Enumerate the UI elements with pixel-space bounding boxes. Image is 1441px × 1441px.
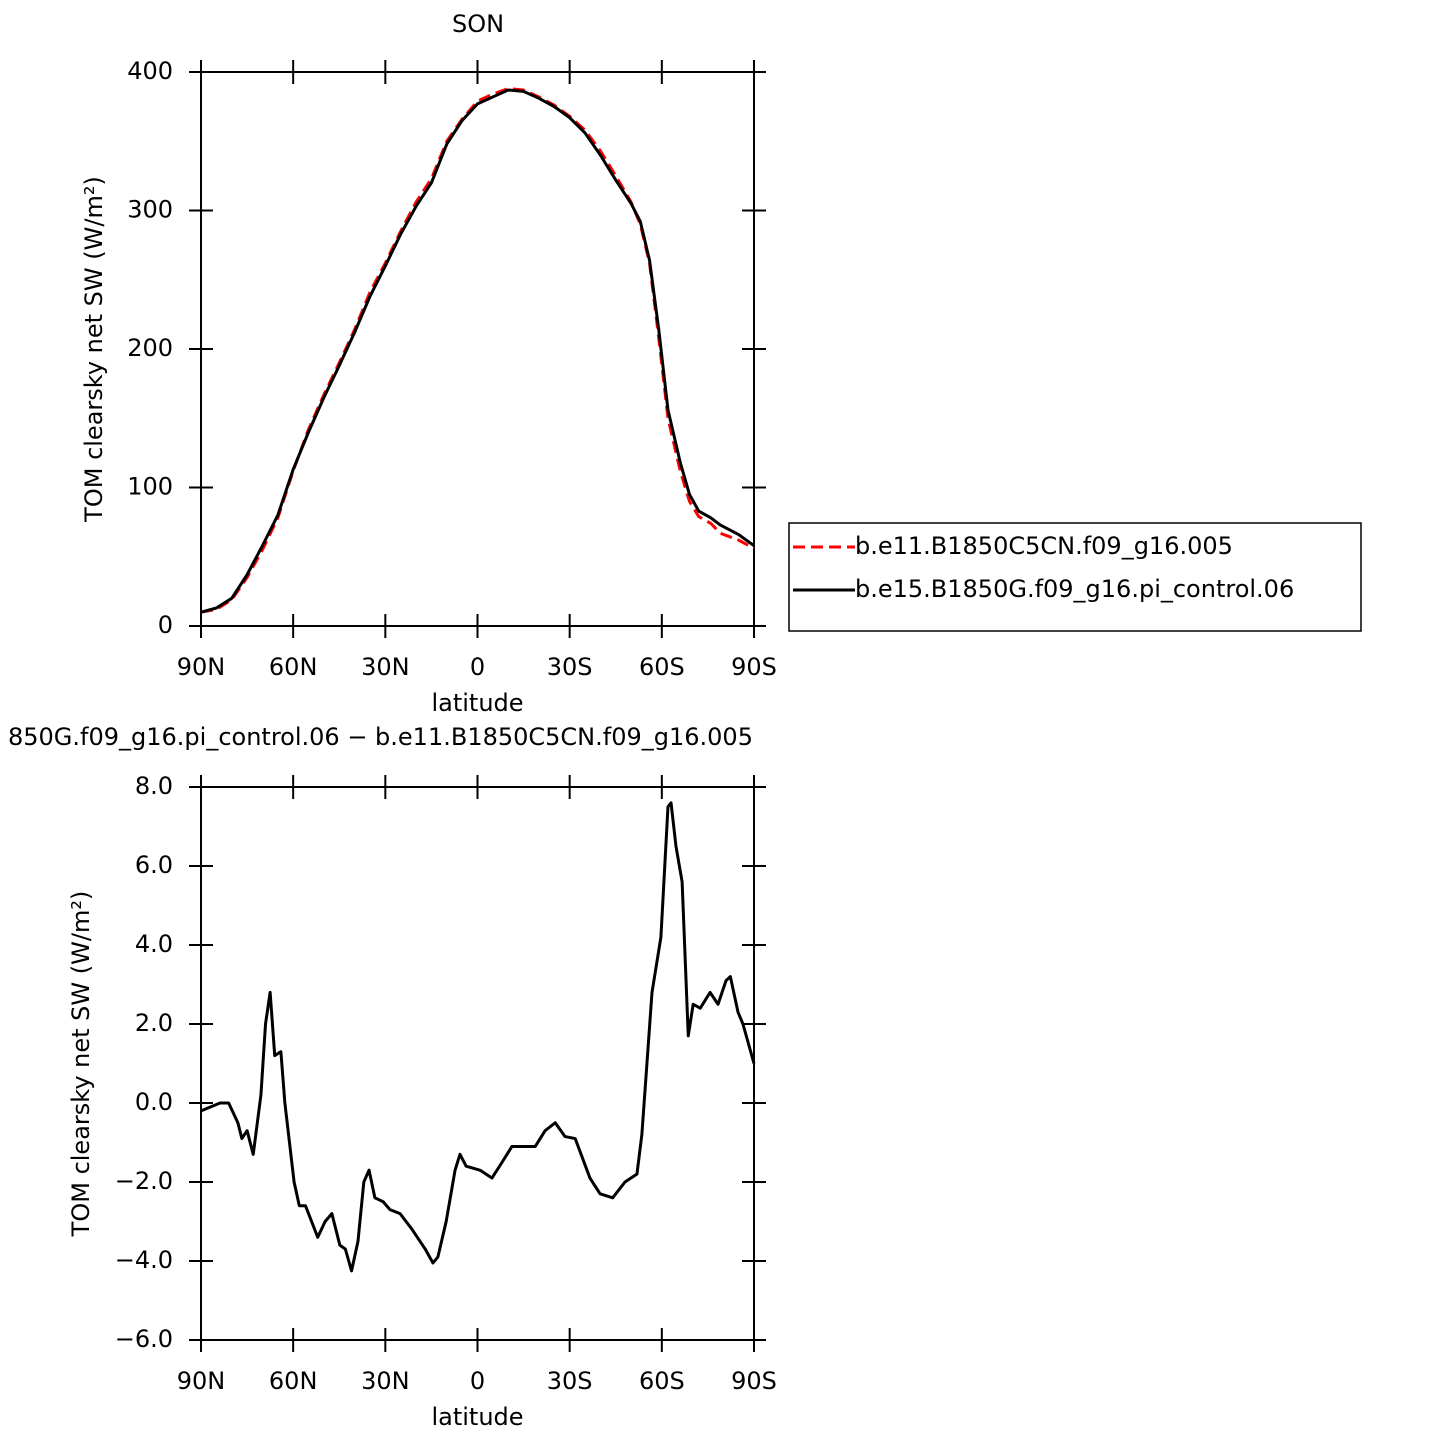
x-tick-label: 30S <box>547 1367 593 1395</box>
y-tick-label: 8.0 <box>135 772 173 800</box>
x-tick-label: 90N <box>177 1367 226 1395</box>
y-tick-label: −6.0 <box>115 1325 173 1353</box>
legend-box <box>788 522 1362 632</box>
y-tick-label: 2.0 <box>135 1009 173 1037</box>
y-tick-label: 100 <box>127 473 173 501</box>
x-tick-label: 60S <box>639 1367 685 1395</box>
y-axis-label: TOM clearsky net SW (W/m²) <box>67 891 95 1238</box>
y-tick-label: 0.0 <box>135 1088 173 1116</box>
legend-label: b.e11.B1850C5CN.f09_g16.005 <box>855 532 1233 560</box>
x-tick-label: 0 <box>470 1367 485 1395</box>
data-line <box>200 87 755 614</box>
x-tick-label: 0 <box>470 653 485 681</box>
y-tick-label: 400 <box>127 57 173 85</box>
x-tick-label: 90S <box>731 653 777 681</box>
y-tick-label: 200 <box>127 334 173 362</box>
y-tick-label: 4.0 <box>135 930 173 958</box>
y-tick-label: 6.0 <box>135 851 173 879</box>
y-tick-label: −4.0 <box>115 1246 173 1274</box>
data-line <box>200 88 755 614</box>
x-tick-label: 60S <box>639 653 685 681</box>
legend-label: b.e15.B1850G.f09_g16.pi_control.06 <box>855 575 1294 603</box>
x-tick-label: 30N <box>361 653 410 681</box>
x-tick-label: 90S <box>731 1367 777 1395</box>
x-tick-label: 60N <box>269 1367 318 1395</box>
y-tick-label: 0 <box>158 611 173 639</box>
x-axis-label: latitude <box>431 689 523 717</box>
y-tick-label: 300 <box>127 196 173 224</box>
chart-title: 850G.f09_g16.pi_control.06 − b.e11.B1850… <box>8 723 753 751</box>
x-axis-label: latitude <box>431 1403 523 1431</box>
x-tick-label: 30N <box>361 1367 410 1395</box>
chart-title: SON <box>452 10 504 38</box>
x-tick-label: 60N <box>269 653 318 681</box>
x-tick-label: 90N <box>177 653 226 681</box>
data-line <box>200 801 756 1273</box>
y-tick-label: −2.0 <box>115 1167 173 1195</box>
y-axis-label: TOM clearsky net SW (W/m²) <box>80 176 108 523</box>
x-tick-label: 30S <box>547 653 593 681</box>
plot-frame <box>200 71 755 627</box>
plot-frame <box>200 786 755 1341</box>
